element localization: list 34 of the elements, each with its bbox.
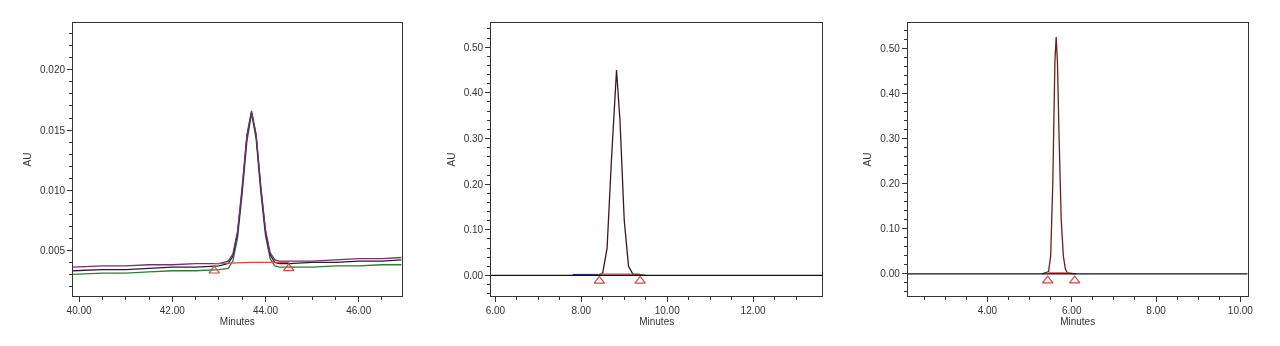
y-tick-label: 0.005 (40, 244, 66, 256)
y-tick-label: 0.020 (40, 64, 66, 76)
x-tick-label: 10.00 (654, 305, 681, 316)
y-tick-label: 0.50 (880, 42, 901, 54)
x-tick-label: 8.00 (1146, 305, 1167, 316)
y-tick-label: 0.30 (463, 133, 484, 144)
x-tick-label: 12.00 (740, 305, 767, 316)
y-tick-label: 0.00 (463, 269, 484, 281)
x-tick-label: 40.00 (66, 305, 93, 316)
y-tick-label: 0.10 (880, 223, 901, 235)
x-tick-label: 6.00 (1062, 305, 1082, 316)
x-axis-title: Minutes (219, 316, 255, 327)
y-axis-title: AU (445, 152, 457, 167)
y-tick-label: 0.30 (880, 133, 901, 145)
y-tick-label: 0.10 (463, 224, 484, 236)
x-axis-title: Minutes (1060, 316, 1096, 327)
y-tick-label: 0.20 (463, 178, 484, 190)
x-tick-label: 8.00 (571, 305, 592, 316)
y-axis-title: AU (862, 152, 874, 167)
x-tick-label: 42.00 (159, 305, 186, 316)
y-tick-label: 0.015 (40, 124, 66, 136)
x-tick-label: 4.00 (977, 305, 998, 316)
x-tick-label: 46.00 (346, 305, 372, 316)
y-tick-label: 0.50 (463, 41, 484, 53)
x-axis-title: Minutes (639, 316, 675, 327)
y-tick-label: 0.010 (40, 184, 66, 196)
x-tick-label: 44.00 (252, 305, 279, 316)
y-tick-label: 0.20 (880, 178, 901, 190)
x-tick-label: 10.00 (1227, 305, 1254, 316)
y-tick-label: 0.40 (880, 87, 901, 99)
y-axis-title: AU (22, 152, 34, 167)
x-tick-label: 6.00 (485, 305, 506, 316)
y-tick-label: 0.00 (880, 268, 901, 280)
y-tick-label: 0.40 (463, 87, 484, 99)
